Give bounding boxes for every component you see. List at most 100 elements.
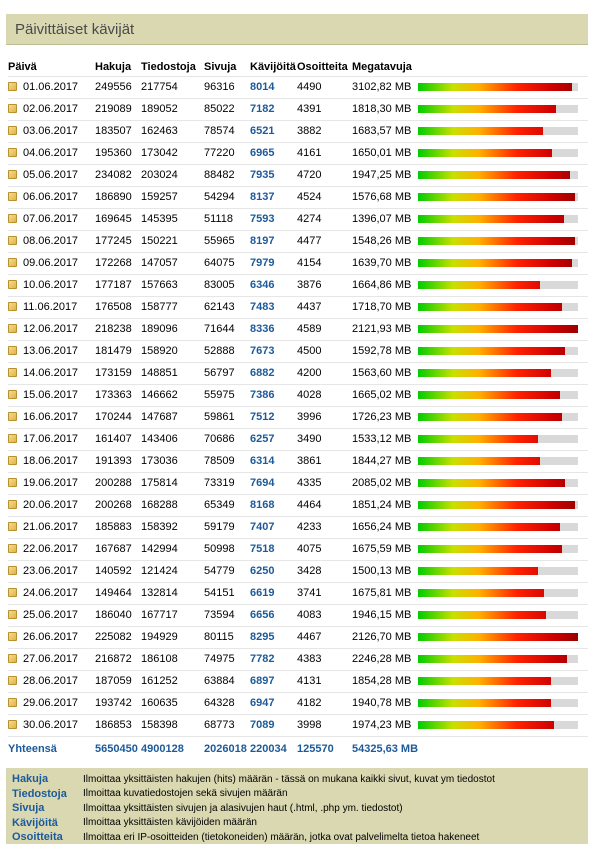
date-cell[interactable]: 05.06.2017 [8, 163, 95, 186]
date-cell[interactable]: 04.06.2017 [8, 141, 95, 164]
table-row: 29.06.2017 193742 160635 64328 6947 4182 1940,… [8, 691, 589, 714]
date-cell[interactable]: 12.06.2017 [8, 317, 95, 340]
date-cell[interactable]: 07.06.2017 [8, 207, 95, 230]
date-cell[interactable]: 17.06.2017 [8, 427, 95, 450]
date-cell[interactable]: 10.06.2017 [8, 273, 95, 296]
date-cell[interactable]: 25.06.2017 [8, 603, 95, 626]
table-body: 01.06.2017 249556 217754 96316 8014 4490 3102,… [8, 75, 589, 736]
col-header-hits: Hakuja [95, 60, 132, 73]
hits-cell: 218238 [95, 317, 141, 340]
bandwidth-bar-fill [418, 435, 538, 443]
date-cell[interactable]: 14.06.2017 [8, 361, 95, 384]
hits-cell: 177245 [95, 229, 141, 252]
date-cell[interactable]: 15.06.2017 [8, 383, 95, 406]
total-label: Yhteensä [8, 735, 95, 762]
table-row: 23.06.2017 140592 121424 54779 6250 3428 1500,… [8, 559, 589, 582]
date-cell[interactable]: 23.06.2017 [8, 559, 95, 582]
bandwidth-bar-fill [418, 369, 551, 377]
files-cell: 175814 [141, 471, 204, 494]
document-icon [8, 302, 17, 311]
bandwidth-bar-cell [418, 581, 589, 604]
col-header-files: Tiedostoja [141, 60, 196, 73]
bandwidth-bar-fill [418, 105, 556, 113]
date-cell[interactable]: 08.06.2017 [8, 229, 95, 252]
hits-cell: 216872 [95, 647, 141, 670]
total-mb: 54325,63 MB [352, 735, 589, 762]
bandwidth-bar-cell [418, 713, 589, 736]
date-cell[interactable]: 03.06.2017 [8, 119, 95, 142]
mb-cell: 1592,78 MB [352, 339, 418, 362]
visits-cell: 6346 [250, 273, 297, 296]
mb-cell: 1683,57 MB [352, 119, 418, 142]
files-cell: 167717 [141, 603, 204, 626]
pages-cell: 73594 [204, 603, 250, 626]
date-cell[interactable]: 24.06.2017 [8, 581, 95, 604]
bandwidth-bar-cell [418, 493, 589, 516]
total-visits: 220034 [250, 735, 297, 762]
hits-cell: 170244 [95, 405, 141, 428]
date-cell[interactable]: 22.06.2017 [8, 537, 95, 560]
bandwidth-bar-track [418, 435, 578, 443]
sites-cell: 4467 [297, 625, 352, 648]
sites-cell: 4500 [297, 339, 352, 362]
date-cell[interactable]: 18.06.2017 [8, 449, 95, 472]
date-cell[interactable]: 30.06.2017 [8, 713, 95, 736]
date-cell[interactable]: 01.06.2017 [8, 75, 95, 98]
hits-cell: 173159 [95, 361, 141, 384]
date-cell[interactable]: 16.06.2017 [8, 405, 95, 428]
visits-cell: 8168 [250, 493, 297, 516]
mb-cell: 1650,01 MB [352, 141, 418, 164]
pages-cell: 68773 [204, 713, 250, 736]
table-row: 19.06.2017 200288 175814 73319 7694 4335 2085,… [8, 471, 589, 494]
mb-cell: 2246,28 MB [352, 647, 418, 670]
visits-cell: 6965 [250, 141, 297, 164]
files-cell: 150221 [141, 229, 204, 252]
date-cell[interactable]: 02.06.2017 [8, 97, 95, 120]
table-row: 16.06.2017 170244 147687 59861 7512 3996 1726,… [8, 405, 589, 428]
mb-cell: 1844,27 MB [352, 449, 418, 472]
sites-cell: 4391 [297, 97, 352, 120]
sites-cell: 4131 [297, 669, 352, 692]
visits-cell: 7518 [250, 537, 297, 560]
date-label: 26.06.2017 [23, 631, 79, 643]
hits-cell: 200288 [95, 471, 141, 494]
pages-cell: 54779 [204, 559, 250, 582]
date-cell[interactable]: 09.06.2017 [8, 251, 95, 274]
date-cell[interactable]: 19.06.2017 [8, 471, 95, 494]
document-icon [8, 412, 17, 421]
date-cell[interactable]: 06.06.2017 [8, 185, 95, 208]
sites-cell: 3996 [297, 405, 352, 428]
pages-cell: 51118 [204, 207, 250, 230]
bandwidth-bar-track [418, 699, 578, 707]
bandwidth-bar-track [418, 303, 578, 311]
sites-cell: 4274 [297, 207, 352, 230]
visits-cell: 6314 [250, 449, 297, 472]
document-icon [8, 588, 17, 597]
legend-row: Osoitteita Ilmoittaa eri IP-osoitteiden (… [12, 830, 588, 845]
date-cell[interactable]: 11.06.2017 [8, 295, 95, 318]
date-cell[interactable]: 13.06.2017 [8, 339, 95, 362]
table-row: 11.06.2017 176508 158777 62143 7483 4437 1718,… [8, 295, 589, 318]
bandwidth-bar-cell [418, 515, 589, 538]
bandwidth-bar-fill [418, 193, 575, 201]
date-cell[interactable]: 21.06.2017 [8, 515, 95, 538]
date-cell[interactable]: 27.06.2017 [8, 647, 95, 670]
date-cell[interactable]: 20.06.2017 [8, 493, 95, 516]
date-cell[interactable]: 28.06.2017 [8, 669, 95, 692]
visits-cell: 7593 [250, 207, 297, 230]
legend-description: Ilmoittaa yksittäisten hakujen (hits) mä… [83, 773, 495, 785]
files-cell: 121424 [141, 559, 204, 582]
bandwidth-bar-fill [418, 127, 543, 135]
date-cell[interactable]: 26.06.2017 [8, 625, 95, 648]
document-icon [8, 280, 17, 289]
table-row: 20.06.2017 200268 168288 65349 8168 4464 1851,… [8, 493, 589, 516]
files-cell: 159257 [141, 185, 204, 208]
date-cell[interactable]: 29.06.2017 [8, 691, 95, 714]
document-icon [8, 324, 17, 333]
mb-cell: 1851,24 MB [352, 493, 418, 516]
pages-cell: 85022 [204, 97, 250, 120]
date-label: 30.06.2017 [23, 719, 79, 731]
col-header-date: Päivä [8, 60, 37, 73]
hits-cell: 161407 [95, 427, 141, 450]
bandwidth-bar-cell [418, 361, 589, 384]
